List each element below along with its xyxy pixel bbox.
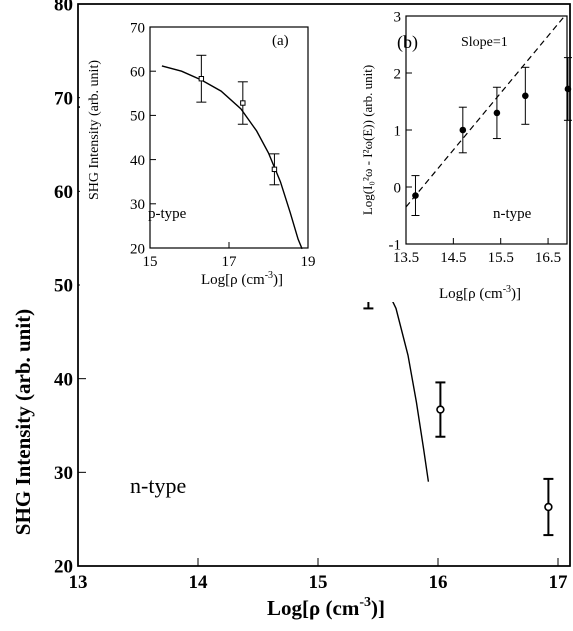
a-xtick-label: 17 [222,254,238,270]
inset-a-xlabel-main: Log[ρ (cm [201,272,265,288]
a-ytick-label: 70 [130,20,145,36]
inset-b-xlabel-sup: -3 [503,284,511,295]
main-ytick-label: 30 [54,463,73,484]
main-ytick-label: 50 [54,276,73,297]
b-data-point [564,85,572,93]
main-xtick-label: 14 [189,572,209,593]
inset-a: 15 17 19 20 30 40 50 60 70 (a) p-type SHG Intens… [80,7,363,292]
b-xtick-label: 15.5 [488,250,514,266]
b-data-point [459,126,467,134]
a-data-point [198,76,205,82]
inset-b-panel-label: (b) [397,32,418,53]
main-xtick-label: 17 [549,572,569,593]
inset-a-ylabel: SHG Intensity (arb. unit) [87,60,102,200]
main-xlabel-end: )] [371,596,385,620]
main-ytick-label: 40 [54,369,73,390]
main-xtick-label: 13 [69,572,88,593]
inset-a-xlabel-sup: -3 [265,270,273,281]
main-annotation: n-type [130,473,186,498]
inset-b-slope-label: Slope=1 [461,35,508,50]
b-ytick-label: -1 [389,237,402,253]
inset-a-frame [80,7,363,292]
main-data-point [544,502,553,512]
inset-b: 13.5 14.5 15.5 16.5 -1 0 1 2 3 (b) Slope=1 n-typ… [360,7,572,302]
b-xtick-label: 13.5 [393,250,419,266]
main-xtick-label: 16 [429,572,448,593]
inset-b-ylabel: Log(I₀²ω - I²ω(E)) (arb. unit) [360,65,375,215]
inset-a-panel-label: (a) [272,33,289,49]
main-xtick-label: 15 [309,572,328,593]
a-ytick-label: 50 [130,109,145,125]
a-fit-curve [161,65,303,250]
a-data-point [240,100,246,106]
b-xtick-label: 16.5 [535,250,561,266]
b-slope-line [405,15,566,208]
inset-b-xlabel-end: )] [511,286,521,302]
inset-b-xlabel: Log[ρ (cm-3)] [439,284,521,302]
a-data-point [271,166,278,173]
inset-b-frame [362,7,568,302]
main-xlabel-main: Log[ρ (cm [267,596,360,620]
b-ytick-label: 0 [394,180,402,196]
inset-a-xlabel-end: )] [273,272,283,288]
main-ytick-label: 80 [54,0,73,16]
main-xlabel: Log[ρ (cm-3)] [267,595,385,620]
b-ytick-label: 1 [394,123,402,139]
main-ytick-label: 60 [54,182,73,203]
b-xtick-label: 14.5 [440,250,466,266]
b-data-point [522,92,529,100]
a-ytick-label: 30 [130,197,145,213]
inset-a-axes: 15 17 19 20 30 40 50 60 70 [130,20,316,270]
inset-a-xlabel: Log[ρ (cm-3)] [201,270,283,288]
a-ytick-label: 20 [130,241,145,257]
main-ytick-label: 70 [54,88,73,109]
b-ytick-label: 2 [394,66,402,82]
main-ytick-label: 20 [54,557,73,578]
inset-b-xlabel-main: Log[ρ (cm [439,286,503,302]
inset-b-annotation: n-type [493,206,532,222]
b-data-point [493,109,501,117]
b-ytick-label: 3 [394,9,402,25]
main-data-point [436,405,445,414]
b-data-point [412,192,419,199]
a-ytick-label: 40 [130,153,145,169]
a-ytick-label: 60 [130,64,145,80]
inset-b-axes: 13.5 14.5 15.5 16.5 -1 0 1 2 3 [389,9,572,266]
a-xtick-label: 15 [143,254,158,270]
main-ylabel: SHG Intensity (arb. unit) [11,309,35,535]
a-xtick-label: 19 [301,254,316,270]
main-xlabel-sup: -3 [359,595,371,610]
inset-a-annotation: p-type [148,206,187,222]
